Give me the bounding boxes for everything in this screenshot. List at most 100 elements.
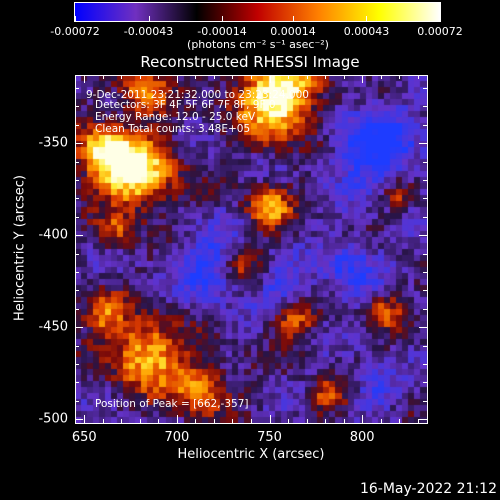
x-minor-tick (399, 75, 401, 79)
x-minor-tick (195, 75, 197, 79)
x-minor-tick (102, 75, 104, 79)
y-minor-tick (423, 382, 427, 384)
peak-position-label: Position of Peak = [662,-357] (95, 398, 249, 410)
x-minor-tick (213, 75, 215, 79)
y-minor-tick (75, 106, 79, 108)
x-minor-tick (380, 419, 382, 423)
colorbar-tick (292, 16, 294, 21)
x-minor-tick (102, 419, 104, 423)
x-minor-tick (399, 419, 401, 423)
colorbar-tick-label: 0.00014 (270, 25, 316, 38)
y-minor-tick (423, 179, 427, 181)
y-minor-tick (75, 179, 79, 181)
x-tick-label: 650 (71, 430, 97, 445)
footer-date: 16-May-2022 21:12 (359, 481, 497, 497)
x-minor-tick (417, 419, 419, 423)
x-tick (362, 75, 364, 83)
y-tick (419, 419, 427, 421)
y-minor-tick (423, 198, 427, 200)
x-minor-tick (306, 75, 308, 79)
y-minor-tick (423, 400, 427, 402)
colorbar-tick (366, 16, 368, 21)
x-tick (269, 415, 271, 423)
y-minor-tick (75, 382, 79, 384)
colorbar-tick-label: 0.00043 (343, 25, 390, 38)
y-tick (419, 143, 427, 145)
x-minor-tick (232, 75, 234, 79)
x-minor-tick (251, 419, 252, 423)
x-axis-label: Heliocentric X (arcsec) (177, 447, 325, 462)
y-minor-tick (75, 345, 79, 347)
annotation-time: 9-Dec-2011 23:21:32.000 to 23:23:24.000 (86, 89, 309, 101)
x-minor-tick (139, 419, 141, 423)
y-minor-tick (423, 272, 427, 274)
y-tick (75, 419, 83, 421)
x-tick (84, 75, 86, 83)
y-minor-tick (423, 124, 427, 126)
y-minor-tick (75, 290, 79, 292)
x-tick (269, 75, 271, 83)
x-minor-tick (251, 75, 252, 79)
colorbar-tick (440, 16, 441, 21)
x-minor-tick (343, 75, 345, 79)
annotation-counts: Clean Total counts: 3.48E+05 (95, 123, 251, 135)
y-tick-label: -500 (38, 411, 68, 427)
y-minor-tick (75, 400, 79, 402)
colorbar-tick-label: -0.00014 (197, 25, 247, 38)
y-minor-tick (423, 253, 427, 255)
y-minor-tick (75, 308, 79, 310)
colorbar-tick (222, 16, 223, 21)
x-tick (176, 75, 178, 83)
y-minor-tick (75, 272, 79, 274)
y-tick (75, 327, 83, 329)
x-minor-tick (139, 75, 141, 79)
x-minor-tick (121, 419, 123, 423)
x-minor-tick (417, 75, 419, 79)
y-minor-tick (75, 364, 79, 366)
y-minor-tick (75, 198, 79, 200)
y-tick-label: -450 (38, 319, 68, 335)
annotation-energy: Energy Range: 12.0 - 25.0 keV (95, 111, 256, 123)
y-tick (75, 143, 83, 145)
colorbar-tick-label: -0.00043 (123, 25, 174, 38)
y-minor-tick (423, 308, 427, 310)
x-tick (362, 415, 364, 423)
x-minor-tick (158, 419, 160, 423)
y-minor-tick (75, 124, 79, 126)
heatmap-image (75, 75, 427, 423)
x-minor-tick (380, 75, 382, 79)
y-minor-tick (75, 253, 79, 255)
x-minor-tick (325, 75, 327, 79)
y-minor-tick (423, 216, 427, 218)
colorbar-tick (75, 16, 76, 21)
y-axis-label: Heliocentric Y (arcsec) (12, 175, 28, 321)
y-tick-label: -400 (38, 227, 68, 243)
x-minor-tick (232, 419, 234, 423)
annotation-detectors: Detectors: 3F 4F 5F 6F 7F 8F, 9F 0 (95, 99, 276, 111)
y-minor-tick (75, 87, 79, 89)
y-tick-label: -350 (38, 135, 68, 151)
colorbar (74, 2, 441, 22)
colorbar-tick (148, 16, 150, 21)
x-minor-tick (213, 419, 215, 423)
colorbar-tick-label: -0.00072 (50, 25, 100, 38)
chart-title: Reconstructed RHESSI Image (140, 53, 360, 71)
x-tick-label: 800 (349, 430, 375, 445)
colorbar-tick-label: 0.00072 (417, 25, 463, 38)
x-tick-label: 700 (164, 430, 190, 445)
x-minor-tick (195, 419, 197, 423)
x-minor-tick (121, 75, 123, 79)
x-minor-tick (306, 419, 308, 423)
y-minor-tick (423, 161, 427, 163)
y-tick (75, 235, 83, 237)
x-tick (176, 415, 178, 423)
x-minor-tick (325, 419, 327, 423)
y-minor-tick (75, 216, 79, 218)
x-minor-tick (288, 419, 290, 423)
x-minor-tick (288, 75, 290, 79)
y-minor-tick (423, 290, 427, 292)
x-tick-label: 750 (257, 430, 282, 445)
x-minor-tick (343, 419, 345, 423)
x-minor-tick (158, 75, 160, 79)
y-minor-tick (423, 345, 427, 347)
